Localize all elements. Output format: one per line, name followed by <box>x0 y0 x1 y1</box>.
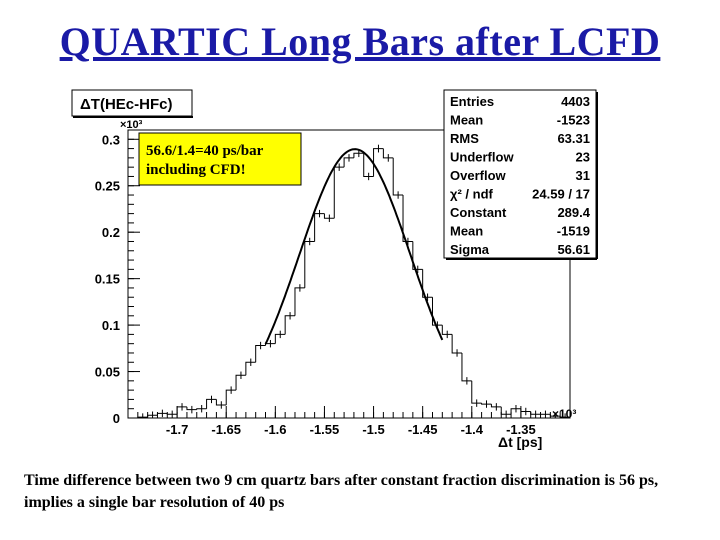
annotation-line-2: including CFD! <box>146 162 246 178</box>
histogram-bin <box>304 240 315 288</box>
histogram-bin <box>215 399 227 406</box>
x-tick-label: -1.45 <box>408 422 438 437</box>
stats-label: Constant <box>450 205 507 220</box>
histogram-name-box: ΔT(HEc-HFc) <box>71 89 193 118</box>
histogram-bin <box>402 195 413 242</box>
histogram-bin <box>284 315 295 335</box>
histogram-bin <box>481 403 492 405</box>
stats-value: 63.31 <box>557 131 590 146</box>
histogram-bin <box>530 411 541 415</box>
histogram-bin <box>559 416 570 418</box>
x-tick-label: -1.65 <box>211 422 241 437</box>
stats-label: Underflow <box>450 150 514 165</box>
x-tick-label: -1.55 <box>310 422 340 437</box>
histogram-bin <box>147 414 158 418</box>
histogram-bin <box>314 213 325 242</box>
x-tick-label: -1.4 <box>461 422 484 437</box>
stats-value: -1519 <box>557 224 590 239</box>
histogram-bin <box>500 406 512 415</box>
annotation-line-1: 56.6/1.4=40 ps/bar <box>146 143 264 159</box>
y-tick-label: 0.3 <box>102 132 120 147</box>
slide-title: QUARTIC Long Bars after LCFD <box>59 19 661 64</box>
x-tick-label: -1.35 <box>506 422 536 437</box>
histogram-bin <box>373 148 384 177</box>
plot-frame <box>127 129 571 419</box>
x-tick-label: -1.7 <box>166 422 188 437</box>
histogram-bins <box>137 144 570 418</box>
stats-value: 4403 <box>561 94 590 109</box>
stats-value: 289.4 <box>557 205 590 220</box>
histogram-bin <box>471 380 482 404</box>
histogram-bin <box>431 297 443 326</box>
histogram-bin <box>461 352 472 382</box>
histogram-bin <box>343 157 354 168</box>
stats-label: Sigma <box>450 242 490 257</box>
y-multiplier: ×10³ <box>120 119 143 131</box>
histogram-bin <box>255 345 266 363</box>
y-tick-label: 0.1 <box>102 318 120 333</box>
histogram-bin <box>235 374 246 391</box>
histogram-bin <box>156 412 168 416</box>
histogram-bin <box>392 157 404 196</box>
histogram-bin <box>363 153 374 177</box>
stats-value: 56.61 <box>557 242 590 257</box>
histogram-bin <box>520 408 531 412</box>
histogram-bin <box>412 241 423 270</box>
histogram-bin <box>196 408 207 410</box>
y-tick-label: 0.2 <box>102 225 120 240</box>
histogram-bin <box>137 416 148 418</box>
fit-curve <box>264 148 444 345</box>
stats-label: Mean <box>450 113 483 128</box>
annotation-box: 56.6/1.4=40 ps/bar including CFD! <box>138 132 302 186</box>
histogram-bin <box>490 404 502 408</box>
histogram-bin <box>166 413 178 415</box>
y-tick-label: 0.25 <box>95 179 120 194</box>
histogram-bin <box>186 406 197 411</box>
histogram-bin <box>294 287 305 316</box>
stats-label: Overflow <box>450 168 507 183</box>
histogram-bin <box>510 408 521 415</box>
histogram-bin <box>451 334 462 354</box>
x-axis-label: Δt [ps] <box>498 434 542 450</box>
histogram-bin <box>333 166 345 219</box>
histogram-bin <box>206 398 217 409</box>
histogram-bin <box>176 406 187 415</box>
histogram-bin <box>353 152 364 158</box>
x-tick-label: -1.6 <box>264 422 286 437</box>
stats-label: χ² / ndf <box>450 187 494 202</box>
axis-ticks: 00.050.10.150.20.250.3-1.7 -1.65 -1.6 -1.55… <box>95 129 571 437</box>
histogram-name: ΔT(HEc-HFc) <box>80 96 172 113</box>
x-tick-label: -1.5 <box>362 422 384 437</box>
x-multiplier: ×10³ <box>552 407 576 421</box>
stats-value: 24.59 / 17 <box>532 187 590 202</box>
y-tick-label: 0 <box>113 411 120 426</box>
gaussian-fit <box>264 148 444 345</box>
histogram-bin <box>441 325 453 335</box>
y-tick-label: 0.15 <box>95 272 120 287</box>
slide-caption: Time difference between two 9 cm quartz … <box>24 472 659 511</box>
stats-label: Entries <box>450 94 494 109</box>
histogram-bin <box>274 333 286 344</box>
stats-box: Entries 4403 Mean -1523 RMS 63.31 Underflow 23 O… <box>443 89 598 260</box>
stats-value: -1523 <box>557 113 590 128</box>
stats-value: 23 <box>576 150 590 165</box>
stats-label: RMS <box>450 131 479 146</box>
histogram-bin <box>549 414 561 417</box>
histogram-bin <box>225 389 237 405</box>
histogram-bin <box>382 148 394 159</box>
stats-value: 31 <box>576 168 590 183</box>
y-tick-label: 0.05 <box>95 365 120 380</box>
stats-label: Mean <box>450 224 483 239</box>
histogram-bin <box>323 213 335 219</box>
histogram-bin <box>245 361 256 376</box>
histogram-bin <box>422 269 433 298</box>
